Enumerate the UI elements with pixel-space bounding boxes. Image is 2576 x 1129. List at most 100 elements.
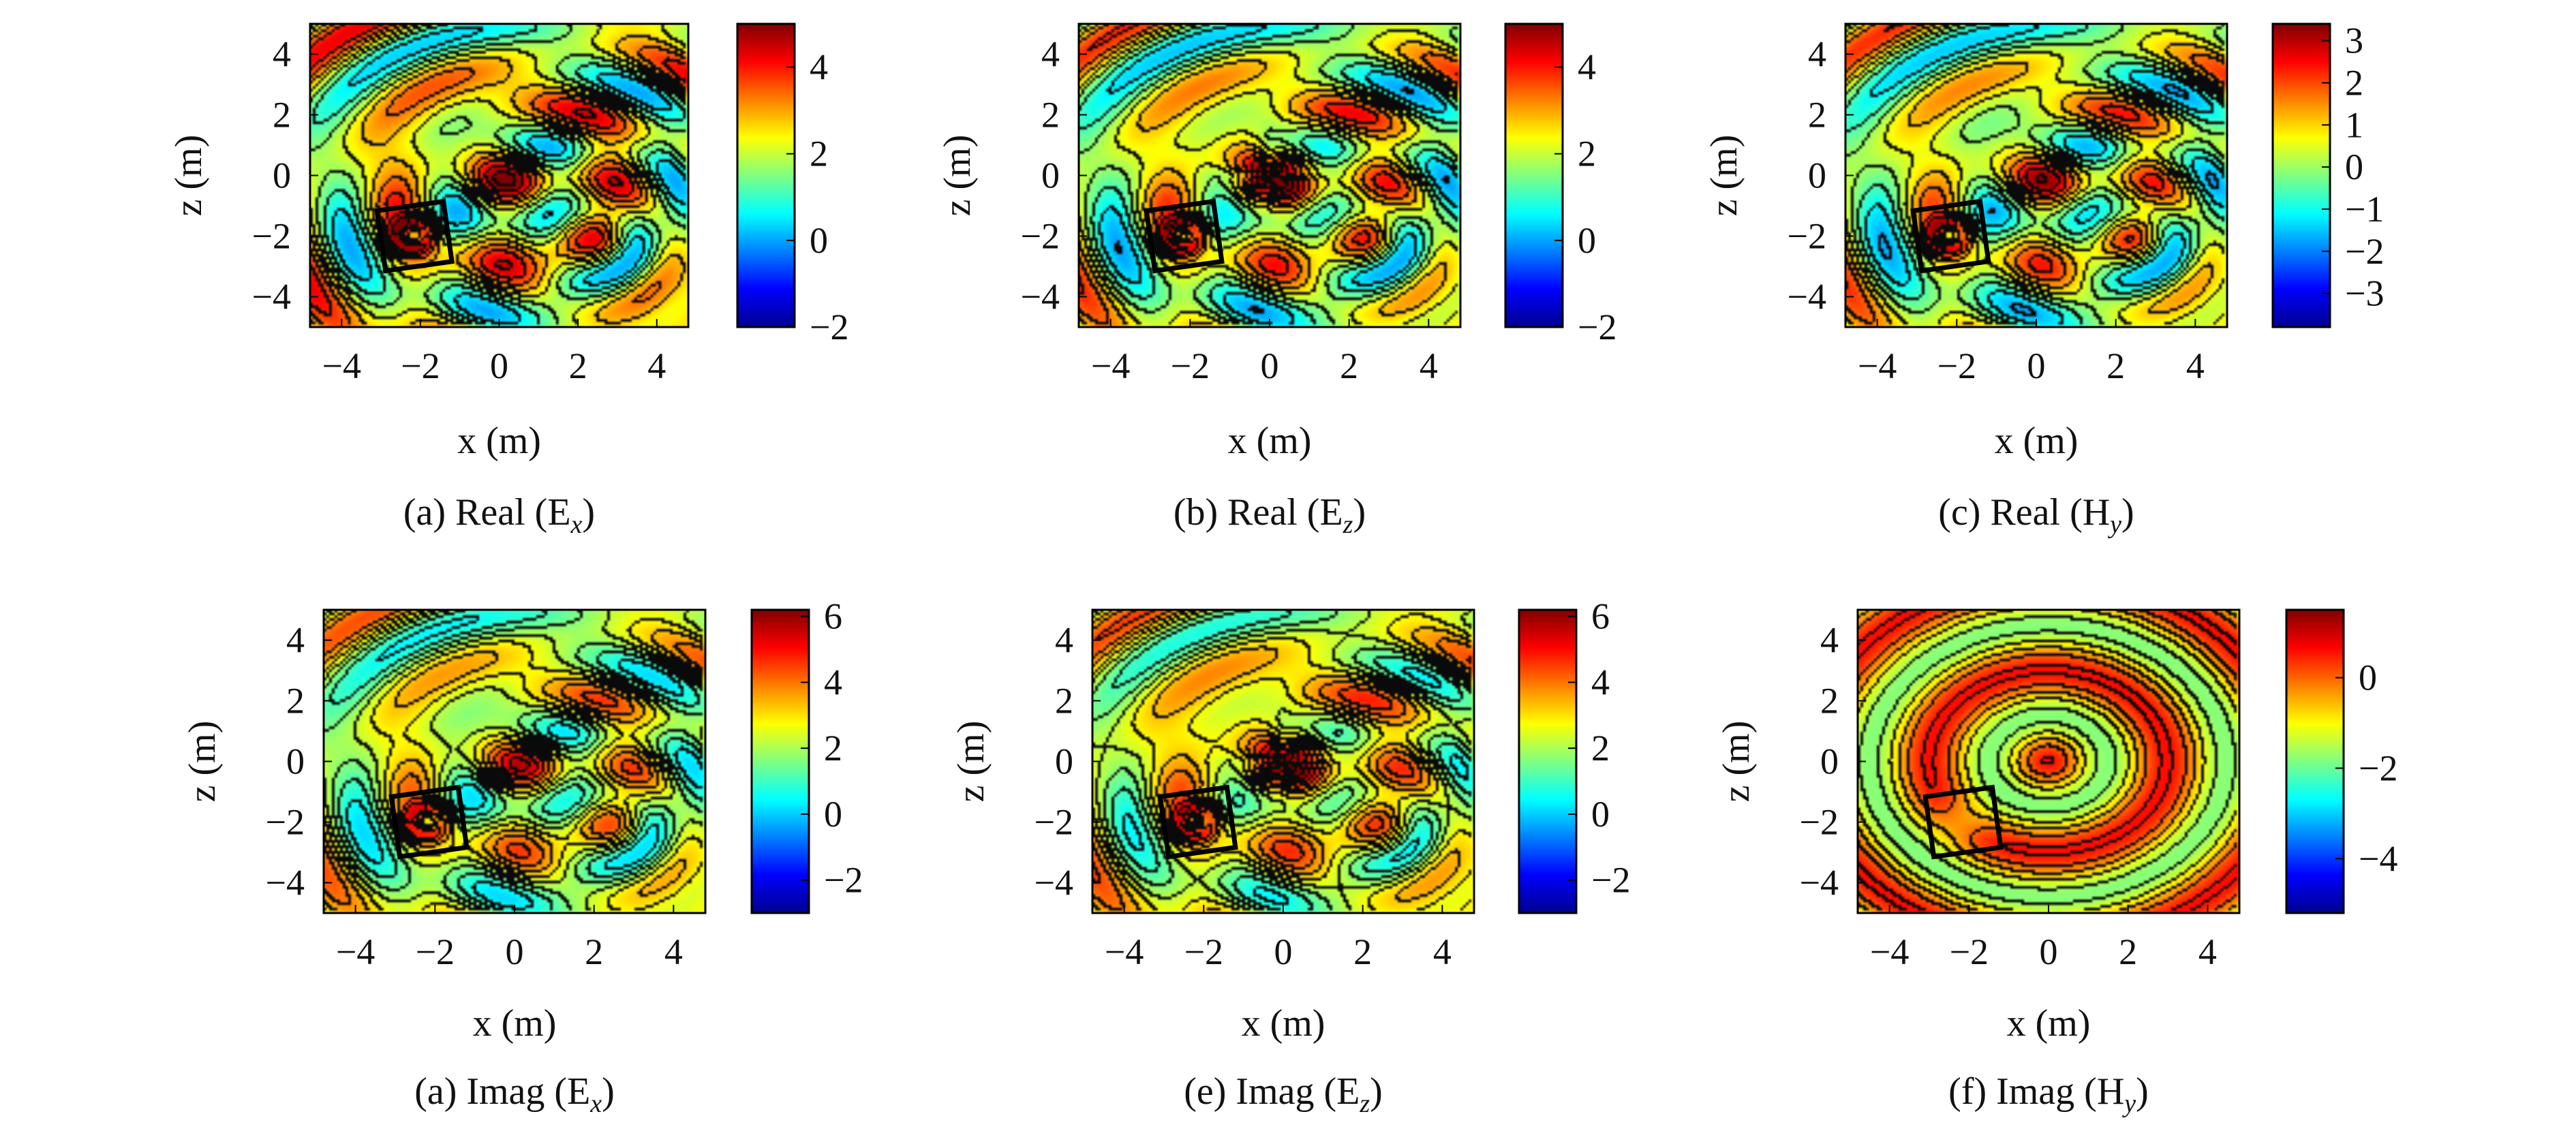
scatterer-outline bbox=[1157, 784, 1238, 860]
x-tick-label: −2 bbox=[1937, 345, 1976, 386]
y-tick-label: 2 bbox=[286, 681, 305, 722]
colorbar-tick-label: 4 bbox=[810, 47, 828, 88]
x-tick-label: −4 bbox=[322, 345, 361, 386]
colorbar-tick-label: 3 bbox=[2345, 20, 2363, 61]
x-tick-label: −2 bbox=[1171, 345, 1210, 386]
y-tick-label: −2 bbox=[1034, 802, 1073, 843]
x-tick-label: −4 bbox=[1105, 931, 1144, 972]
colorbar-tick-label: −2 bbox=[1578, 307, 1616, 347]
x-tick-label: −4 bbox=[1858, 345, 1897, 386]
y-tick-label: −2 bbox=[1021, 216, 1060, 257]
x-tick-label: 4 bbox=[647, 345, 666, 386]
panel-caption: (b) Real (Ez) bbox=[1174, 491, 1366, 539]
colorbar-tick-label: 4 bbox=[824, 662, 842, 702]
colorbar bbox=[750, 608, 810, 914]
y-tick-label: 4 bbox=[1808, 34, 1826, 75]
x-axis-label: x (m) bbox=[1242, 1002, 1325, 1045]
colorbar bbox=[2285, 608, 2345, 914]
y-tick-label: 2 bbox=[273, 95, 291, 136]
colorbar bbox=[1518, 608, 1578, 914]
y-axis-label: z (m) bbox=[1715, 721, 1758, 803]
x-axis-label: x (m) bbox=[457, 420, 541, 462]
y-tick-label: −4 bbox=[1800, 863, 1839, 903]
y-tick-label: 4 bbox=[273, 34, 291, 75]
panel-2: −4 −2 0 2 4 4 2 0 −2 −4 x (m) z (m) 4 2 0 −2 (b) Real (E… bbox=[936, 22, 1616, 539]
y-tick-label: 0 bbox=[1055, 741, 1073, 782]
colorbar-tick-label: 2 bbox=[2345, 63, 2363, 104]
y-tick-label: 0 bbox=[1041, 155, 1060, 196]
y-axis-label: z (m) bbox=[181, 721, 224, 803]
field-contour-map bbox=[1079, 24, 1460, 327]
x-tick-label: −2 bbox=[401, 345, 440, 386]
scatterer-outline bbox=[374, 198, 455, 274]
colorbar bbox=[1504, 22, 1564, 328]
x-tick-label: 2 bbox=[585, 931, 603, 972]
x-tick-label: 0 bbox=[2040, 931, 2058, 972]
colorbar-tick-label: −2 bbox=[810, 307, 848, 347]
y-tick-label: 2 bbox=[1820, 681, 1839, 722]
colorbar-tick-label: −2 bbox=[1591, 860, 1630, 901]
x-tick-label: 2 bbox=[1353, 931, 1372, 972]
colorbar-tick-label: 0 bbox=[824, 794, 842, 835]
field-contour-map bbox=[1845, 24, 2227, 327]
y-tick-label: −4 bbox=[1788, 277, 1826, 318]
panel-caption: (c) Real (Hy) bbox=[1938, 491, 2134, 539]
field-contour-map bbox=[324, 610, 705, 913]
colorbar-tick-label: 0 bbox=[810, 220, 828, 261]
colorbar-tick-label: −1 bbox=[2345, 189, 2384, 230]
scatterer-outline bbox=[1144, 198, 1225, 274]
x-tick-label: 0 bbox=[1274, 931, 1293, 972]
colorbar-tick-label: 6 bbox=[1591, 596, 1610, 637]
colorbar-tick-label: 1 bbox=[2345, 104, 2363, 145]
panel-caption: (a) Real (Ex) bbox=[403, 491, 595, 539]
field-contour-map bbox=[1092, 610, 1474, 913]
y-tick-label: −2 bbox=[1788, 216, 1826, 257]
x-tick-label: −4 bbox=[1091, 345, 1130, 386]
colorbar-tick-label: 0 bbox=[1591, 794, 1610, 835]
y-axis-label: z (m) bbox=[1703, 135, 1745, 217]
x-tick-label: −2 bbox=[1184, 931, 1223, 972]
x-tick-label: 4 bbox=[2198, 931, 2217, 972]
y-tick-label: −4 bbox=[1034, 863, 1073, 903]
x-axis-label: x (m) bbox=[1995, 420, 2079, 462]
x-tick-label: 0 bbox=[2027, 345, 2046, 386]
x-tick-label: 2 bbox=[569, 345, 587, 386]
x-tick-label: 0 bbox=[490, 345, 508, 386]
colorbar bbox=[736, 22, 796, 328]
colorbar-tick-label: −2 bbox=[824, 860, 863, 901]
x-tick-label: −2 bbox=[416, 931, 455, 972]
colorbar-tick-label: 4 bbox=[1578, 47, 1596, 88]
y-tick-label: 0 bbox=[273, 155, 291, 196]
x-tick-label: 4 bbox=[2186, 345, 2205, 386]
scatterer-outline bbox=[1910, 198, 1991, 274]
y-tick-label: −4 bbox=[1021, 277, 1060, 318]
x-tick-label: 0 bbox=[1261, 345, 1279, 386]
x-axis-label: x (m) bbox=[1228, 420, 1312, 462]
y-tick-label: 2 bbox=[1041, 95, 1060, 136]
y-tick-label: 0 bbox=[286, 741, 305, 782]
y-tick-label: −2 bbox=[1800, 802, 1839, 843]
scatterer-outline bbox=[1922, 784, 2004, 860]
y-tick-label: 4 bbox=[286, 620, 305, 661]
x-tick-label: 4 bbox=[664, 931, 683, 972]
colorbar-tick-label: −2 bbox=[2359, 747, 2397, 788]
x-tick-label: −4 bbox=[336, 931, 375, 972]
colorbar-tick-label: −4 bbox=[2359, 838, 2397, 879]
x-tick-label: 4 bbox=[1420, 345, 1438, 386]
colorbar-tick-label: 0 bbox=[2345, 146, 2363, 187]
panel-6: −4 −2 0 2 4 4 2 0 −2 −4 x (m) z (m) 0 −2 −4 (f) Imag (H… bbox=[1715, 608, 2397, 1118]
panel-caption: (e) Imag (Ez) bbox=[1184, 1070, 1383, 1118]
y-tick-label: −2 bbox=[252, 216, 291, 257]
x-tick-label: −2 bbox=[1950, 931, 1989, 972]
colorbar-tick-label: 2 bbox=[824, 728, 842, 769]
x-tick-label: 2 bbox=[2106, 345, 2125, 386]
x-tick-label: 4 bbox=[1433, 931, 1452, 972]
panel-caption: (a) Imag (Ex) bbox=[414, 1070, 615, 1118]
x-tick-label: 2 bbox=[2119, 931, 2137, 972]
y-tick-label: 2 bbox=[1808, 95, 1826, 136]
colorbar-tick-label: −3 bbox=[2345, 273, 2384, 314]
y-tick-label: 4 bbox=[1055, 620, 1073, 661]
field-contour-map bbox=[1858, 610, 2239, 913]
y-tick-label: 0 bbox=[1820, 741, 1839, 782]
